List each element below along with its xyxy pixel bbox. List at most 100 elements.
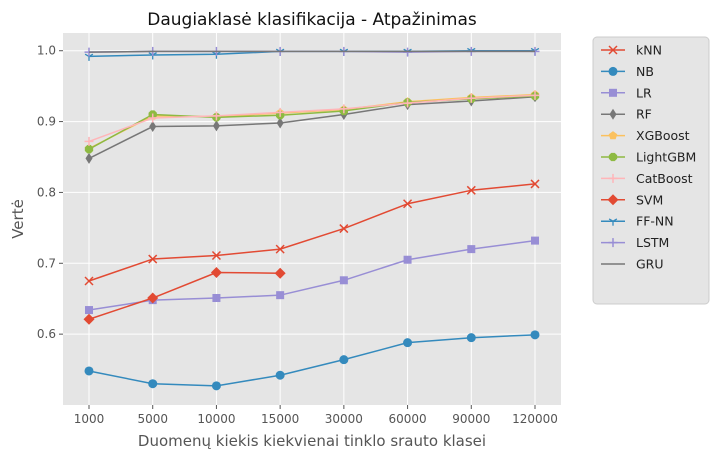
data-point [607, 194, 619, 206]
legend: kNN NB LR RF XGBoost LightGBM CatBoost SVM FF-NN… [592, 36, 710, 305]
data-point [148, 379, 158, 389]
series-line [88, 271, 281, 320]
data-point [339, 224, 349, 234]
legend-entry: LightGBM [601, 150, 696, 165]
y-tick-label: 0.8 [37, 185, 56, 199]
legend-label: LSTM [636, 235, 669, 250]
data-point [530, 330, 540, 340]
series-gru [88, 50, 535, 53]
series-line [88, 183, 536, 282]
data-point [608, 238, 618, 248]
legend-entry: kNN [601, 43, 662, 58]
legend-label: LightGBM [636, 150, 696, 165]
marker-stroke [148, 254, 158, 264]
y-tick-label: 0.7 [37, 256, 56, 270]
data-point [210, 266, 222, 278]
legend-entry: CatBoost [601, 171, 693, 186]
x-tick-label: 120000 [512, 412, 558, 426]
data-point [149, 121, 157, 133]
data-point [212, 294, 221, 303]
data-point [84, 276, 94, 286]
legend-entry: SVM [601, 192, 663, 207]
tick-layer: 0.6 0.7 0.8 0.9 1.0 1000 5000 10000 15000 30000 60… [37, 44, 558, 426]
marker-stroke [608, 218, 614, 222]
marker-stroke [612, 218, 618, 222]
data-point [609, 88, 617, 97]
data-point [403, 98, 413, 108]
data-point [339, 355, 349, 365]
data-point [467, 245, 476, 254]
data-point [466, 333, 476, 343]
series-nb [84, 330, 540, 391]
data-point [212, 120, 220, 132]
series-line [88, 96, 536, 160]
marker-stroke [339, 224, 349, 234]
marker-stroke [530, 179, 540, 189]
data-point [609, 108, 617, 120]
series-line [88, 50, 535, 53]
data-point [85, 306, 93, 315]
data-point [85, 152, 93, 164]
data-point [84, 366, 94, 376]
data-point [276, 117, 284, 129]
data-point [608, 45, 618, 55]
legend-entry: FF-NN [601, 214, 674, 229]
data-point [466, 185, 476, 195]
data-point [84, 136, 94, 146]
legend-label: NB [636, 64, 654, 79]
legend-label: GRU [636, 257, 664, 272]
data-point [339, 276, 348, 285]
series-line [88, 94, 536, 143]
legend-label: kNN [636, 43, 662, 58]
data-point [275, 244, 285, 254]
legend-label: FF-NN [636, 214, 674, 229]
marker-stroke [608, 45, 618, 55]
series-catboost [84, 90, 540, 146]
data-point [84, 145, 94, 154]
legend-entry: NB [601, 64, 654, 79]
data-point [530, 179, 540, 189]
data-point [608, 173, 618, 183]
marker-stroke [211, 250, 221, 261]
x-tick-label: 15000 [261, 412, 299, 426]
data-point [608, 152, 618, 162]
data-point [148, 254, 158, 264]
marker-stroke [84, 276, 94, 286]
data-point [211, 250, 221, 261]
data-point [608, 66, 618, 76]
data-point [211, 381, 221, 391]
series-layer [83, 46, 540, 391]
legend-entry: LSTM [601, 235, 669, 250]
x-tick-label: 1000 [74, 412, 105, 426]
legend-label: XGBoost [636, 128, 690, 143]
data-point [276, 291, 285, 300]
x-tick-label: 60000 [388, 412, 426, 426]
data-point [531, 236, 539, 245]
data-point [403, 255, 412, 264]
legend-entry: XGBoost [601, 128, 690, 143]
legend-label: LR [636, 85, 652, 100]
marker-stroke [403, 199, 413, 209]
x-tick-label: 90000 [452, 412, 490, 426]
data-point [147, 292, 159, 304]
series-knn [84, 179, 540, 286]
y-tick-label: 0.6 [37, 327, 56, 341]
data-point [211, 111, 221, 121]
x-tick-label: 30000 [325, 412, 363, 426]
chart-title: Daugiaklasė klasifikacija - Atpažinimas [147, 10, 477, 30]
data-point [466, 93, 476, 103]
legend-label: CatBoost [636, 171, 693, 186]
data-point [530, 90, 540, 100]
marker-stroke [466, 185, 476, 195]
series-line [88, 334, 536, 387]
series-line [88, 239, 536, 311]
y-tick-label: 1.0 [37, 44, 56, 58]
x-tick-label: 10000 [197, 412, 235, 426]
legend-entry: LR [601, 85, 652, 100]
data-point [274, 267, 286, 279]
data-point [275, 370, 285, 380]
legend-label: RF [636, 107, 652, 122]
data-point [403, 199, 413, 209]
data-point [608, 218, 618, 226]
